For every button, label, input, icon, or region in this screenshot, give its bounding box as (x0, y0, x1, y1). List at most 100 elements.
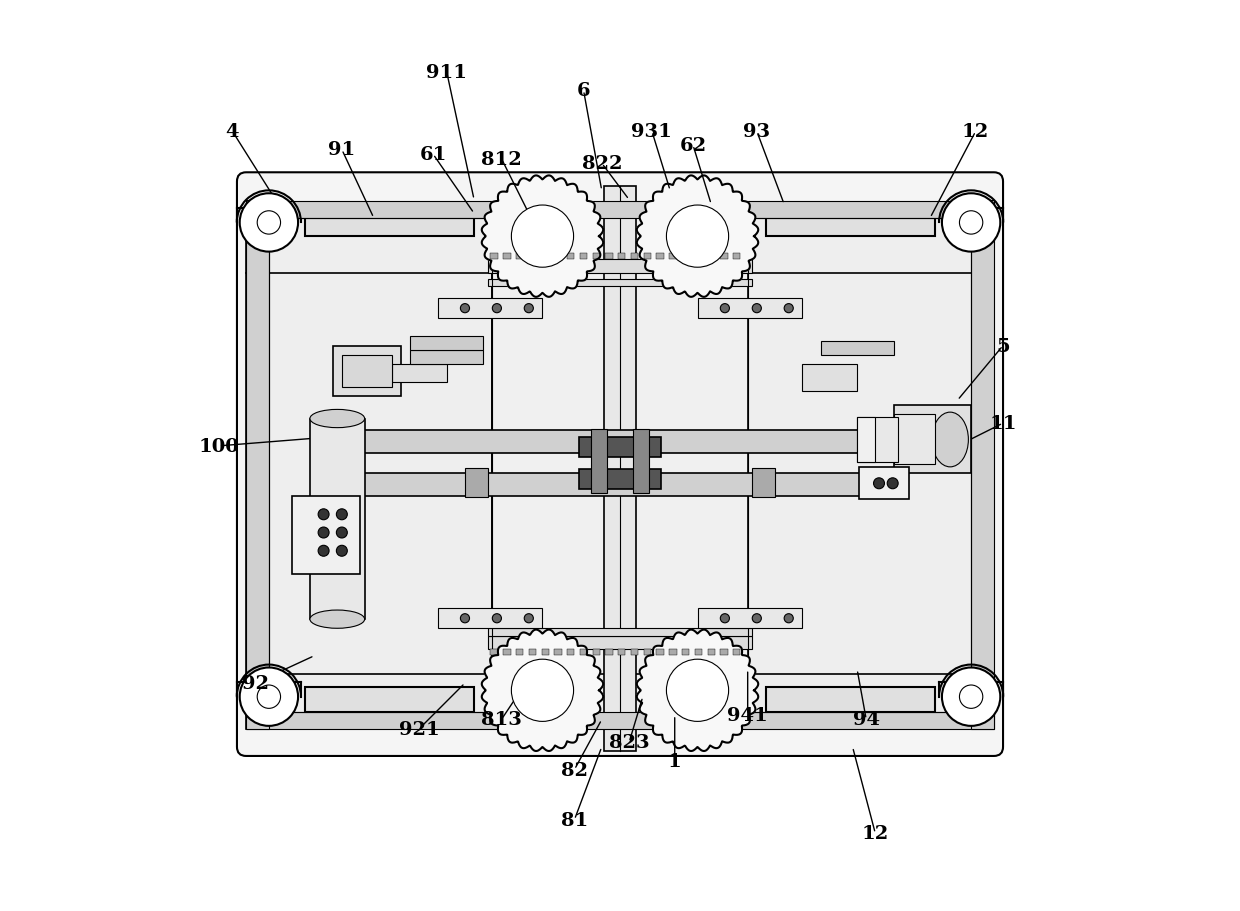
Text: 813: 813 (481, 711, 522, 729)
Bar (887, 680, 894, 687)
Bar (851, 712, 858, 720)
Bar (826, 237, 833, 244)
Bar (528, 254, 536, 260)
Bar (353, 237, 361, 244)
Text: 941: 941 (728, 706, 768, 724)
Bar (542, 254, 549, 260)
Bar (438, 204, 445, 211)
Bar (402, 237, 409, 244)
Bar (766, 712, 774, 720)
Bar (748, 219, 971, 712)
Bar (425, 712, 433, 720)
Bar (605, 254, 613, 260)
Bar (708, 254, 714, 260)
Bar (733, 254, 740, 260)
Bar (821, 342, 894, 355)
Bar (402, 204, 409, 211)
Bar (330, 712, 337, 720)
Circle shape (784, 614, 794, 623)
Bar (910, 680, 918, 687)
Bar (528, 650, 536, 655)
Bar (389, 204, 397, 211)
Bar (644, 254, 651, 260)
Bar (317, 712, 325, 720)
Bar (590, 430, 608, 494)
Bar (491, 650, 497, 655)
Bar (389, 712, 397, 720)
Circle shape (460, 304, 470, 313)
Circle shape (960, 685, 983, 709)
Bar (874, 204, 882, 211)
Text: 911: 911 (427, 64, 467, 82)
Bar (414, 712, 422, 720)
Text: 12: 12 (962, 123, 990, 141)
Bar (342, 355, 392, 387)
Bar (923, 204, 930, 211)
Bar (332, 346, 401, 396)
Bar (790, 204, 797, 211)
Bar (894, 415, 935, 465)
Circle shape (720, 304, 729, 313)
Bar (632, 430, 650, 494)
Bar (346, 474, 894, 496)
Circle shape (784, 304, 794, 313)
Text: 12: 12 (862, 824, 889, 843)
Bar (851, 204, 858, 211)
Bar (899, 712, 905, 720)
Bar (910, 204, 918, 211)
Bar (698, 609, 802, 629)
Bar (503, 650, 511, 655)
Circle shape (720, 614, 729, 623)
Bar (694, 254, 702, 260)
Bar (777, 712, 785, 720)
Bar (874, 712, 882, 720)
Bar (923, 237, 930, 244)
Circle shape (942, 194, 1001, 252)
Bar (859, 467, 909, 499)
Text: 4: 4 (226, 123, 239, 141)
Bar (887, 237, 894, 244)
Bar (748, 210, 994, 729)
Bar (851, 680, 858, 687)
Bar (874, 680, 882, 687)
Bar (487, 280, 753, 287)
Bar (802, 204, 810, 211)
Bar (317, 204, 325, 211)
Bar (766, 237, 774, 244)
Circle shape (319, 509, 329, 520)
Bar (698, 299, 802, 319)
Bar (815, 680, 821, 687)
Ellipse shape (310, 610, 365, 629)
Circle shape (257, 211, 280, 235)
Bar (389, 680, 397, 687)
Bar (450, 680, 458, 687)
Circle shape (525, 614, 533, 623)
Text: 91: 91 (329, 141, 356, 159)
Text: 93: 93 (743, 123, 770, 141)
Circle shape (887, 478, 898, 489)
Bar (246, 202, 994, 219)
Circle shape (753, 614, 761, 623)
Bar (554, 650, 562, 655)
Bar (425, 204, 433, 211)
Bar (899, 204, 905, 211)
Bar (305, 680, 312, 687)
Bar (753, 468, 775, 497)
Bar (838, 204, 846, 211)
Bar (862, 237, 869, 244)
Bar (910, 712, 918, 720)
Bar (567, 650, 574, 655)
Bar (790, 237, 797, 244)
Circle shape (873, 478, 884, 489)
Bar (463, 712, 469, 720)
Bar (766, 680, 774, 687)
Bar (341, 204, 348, 211)
Bar (366, 680, 373, 687)
Bar (899, 680, 905, 687)
Bar (465, 468, 487, 497)
Bar (733, 650, 740, 655)
Polygon shape (482, 630, 603, 752)
Bar (887, 204, 894, 211)
Text: 822: 822 (582, 155, 622, 173)
Bar (670, 650, 677, 655)
